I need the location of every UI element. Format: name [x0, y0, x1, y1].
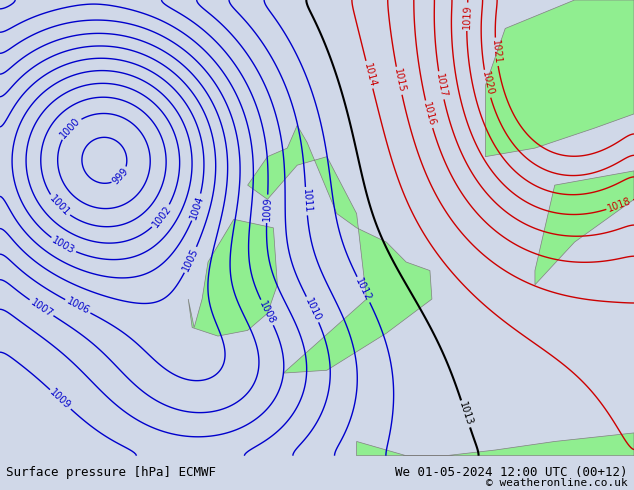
Text: 1003: 1003 [50, 235, 77, 256]
Polygon shape [248, 125, 432, 373]
Text: 1009: 1009 [48, 388, 73, 412]
Polygon shape [486, 0, 634, 157]
Text: 1017: 1017 [434, 73, 448, 98]
Polygon shape [188, 220, 278, 336]
Text: 1004: 1004 [188, 194, 205, 221]
Text: 1016: 1016 [421, 101, 437, 127]
Polygon shape [356, 433, 634, 456]
Text: 1014: 1014 [361, 62, 377, 88]
Text: 1019: 1019 [462, 4, 472, 29]
Text: 1018: 1018 [607, 196, 633, 214]
Text: © weatheronline.co.uk: © weatheronline.co.uk [486, 478, 628, 488]
Text: 1021: 1021 [490, 39, 503, 65]
Text: 999: 999 [111, 166, 131, 186]
Text: 1007: 1007 [29, 297, 55, 319]
Text: 1013: 1013 [457, 401, 474, 427]
Text: 1001: 1001 [47, 194, 72, 218]
Text: 1012: 1012 [354, 276, 373, 303]
Text: 1015: 1015 [392, 68, 406, 94]
Text: Surface pressure [hPa] ECMWF: Surface pressure [hPa] ECMWF [6, 466, 216, 479]
Text: 1005: 1005 [181, 246, 200, 273]
Polygon shape [535, 171, 634, 285]
Text: 1002: 1002 [150, 204, 173, 229]
Text: 1010: 1010 [303, 296, 323, 322]
Text: 1006: 1006 [65, 296, 91, 317]
Text: We 01-05-2024 12:00 UTC (00+12): We 01-05-2024 12:00 UTC (00+12) [395, 466, 628, 479]
Text: 1009: 1009 [262, 196, 273, 221]
Text: 1020: 1020 [479, 71, 495, 97]
Text: 1011: 1011 [301, 189, 312, 214]
Text: 1008: 1008 [257, 299, 277, 326]
Text: 1000: 1000 [58, 116, 82, 140]
